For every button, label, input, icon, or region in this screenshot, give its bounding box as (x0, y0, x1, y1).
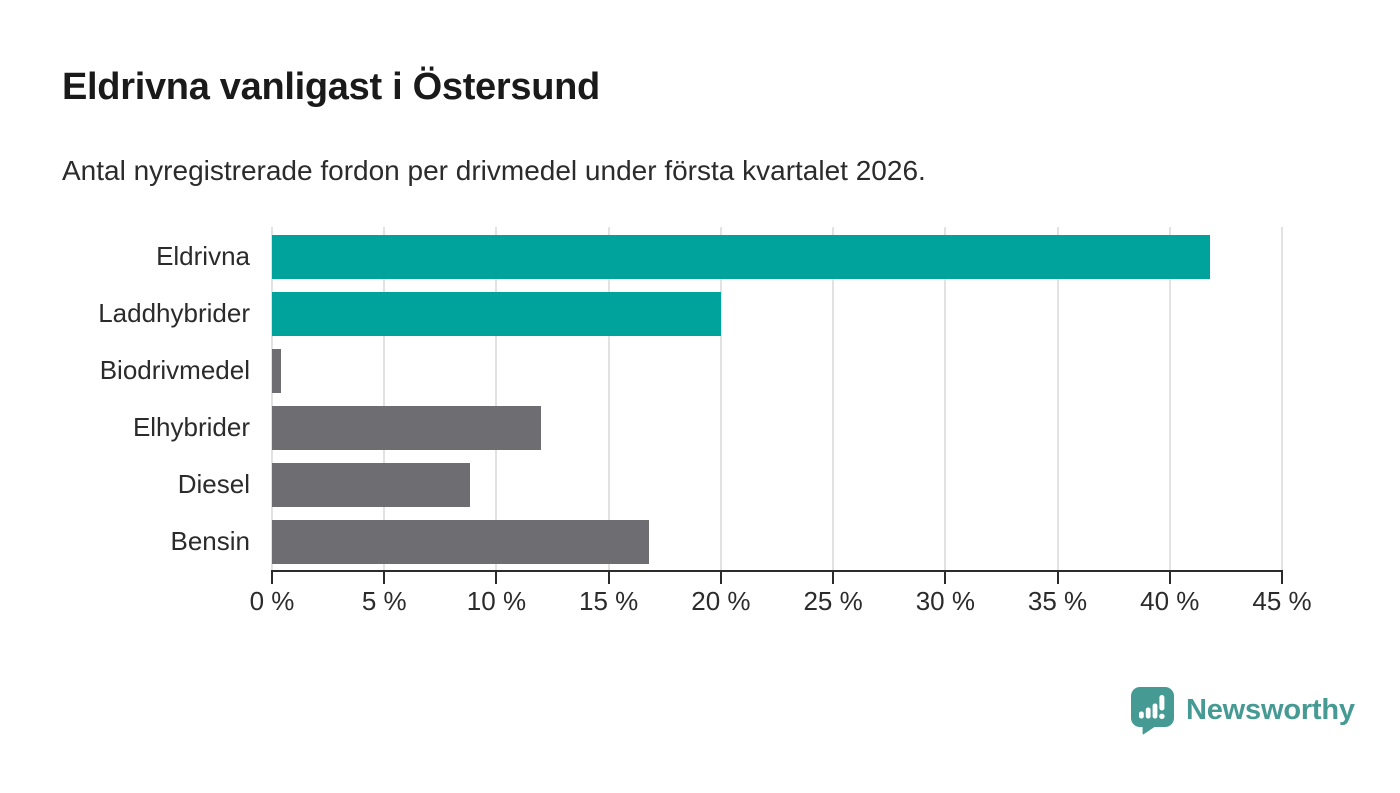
gridline (495, 227, 498, 570)
axis-tick (832, 572, 835, 584)
gridline (271, 227, 273, 570)
axis-tick (607, 572, 610, 584)
y-axis-labels: Eldrivna Laddhybrider Biodrivmedel Elhybrid… (0, 228, 250, 570)
category-label: Elhybrider (132, 412, 250, 442)
category-label: Diesel (177, 469, 250, 499)
axis-tick-label: 0 % (249, 586, 295, 616)
newsworthy-pin-icon (1131, 687, 1174, 735)
axis-tick-label: 45 % (1252, 586, 1312, 616)
page-subtitle: Antal nyregistrerade fordon per drivmede… (62, 155, 926, 186)
axis-tick-label: 40 % (1140, 586, 1200, 616)
gridline (383, 227, 386, 570)
logo-bar-small (1139, 711, 1144, 719)
logo-exclamation-bar (1159, 695, 1165, 711)
logo-exclamation-dot (1159, 713, 1165, 719)
gridline (1281, 227, 1283, 570)
brand-wordmark: Newsworthy (1186, 694, 1355, 726)
bar-chart: Eldrivna Laddhybrider Biodrivmedel Elhybrid… (0, 227, 1400, 648)
gridline (607, 227, 610, 570)
bar-diesel (272, 462, 470, 507)
bar-laddhybrider (272, 291, 721, 336)
axis-tick-label: 10 % (466, 586, 527, 616)
gridline (1056, 227, 1059, 570)
axis-tick (944, 572, 947, 584)
page-title: Eldrivna vanligast i Östersund (62, 66, 600, 108)
axis-tick-label: 35 % (1027, 586, 1088, 616)
axis-tick-label: 30 % (915, 586, 975, 616)
gridline (832, 227, 835, 570)
category-label: Laddhybrider (98, 298, 250, 328)
axis-tick-label: 5 % (361, 586, 407, 616)
gridline (944, 227, 947, 570)
axis-tick-label: 20 % (691, 586, 751, 616)
bar-eldrivna (272, 234, 1211, 279)
logo-bar-medium (1145, 707, 1151, 719)
axis-tick (271, 572, 273, 584)
gridline (1168, 227, 1171, 570)
logo-bar-large (1152, 703, 1158, 719)
newsworthy-logo: Newsworthy (1130, 686, 1355, 735)
axis-tick-label: 25 % (803, 586, 863, 616)
gridline (719, 227, 722, 570)
x-axis-line (271, 570, 1283, 572)
axis-tick (1168, 572, 1171, 584)
axis-tick (495, 572, 498, 584)
axis-tick (1281, 572, 1283, 584)
bar-biodrivmedel (272, 348, 281, 393)
axis-tick (383, 572, 386, 584)
category-label: Bensin (170, 526, 251, 556)
axis-tick (719, 572, 722, 584)
bar-bensin (272, 519, 650, 564)
category-label: Biodrivmedel (99, 355, 250, 385)
axis-tick (1056, 572, 1059, 584)
axis-tick-label: 15 % (579, 586, 639, 616)
bar-elhybrider (272, 405, 542, 450)
plot-area (271, 227, 1283, 570)
category-label: Eldrivna (156, 241, 250, 271)
